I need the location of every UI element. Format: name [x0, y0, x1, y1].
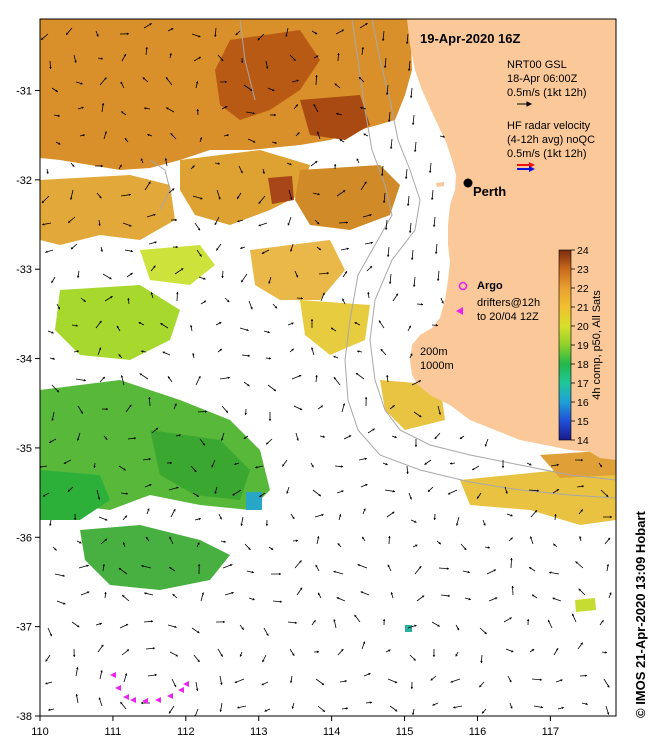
colorbar-tick-label: 21 — [577, 302, 589, 314]
colorbar-tick-label: 17 — [577, 378, 589, 390]
lon-tick-label: 112 — [177, 726, 195, 738]
lat-tick-label: -35 — [16, 443, 32, 455]
radar-legend-line3: 0.5m/s (1kt 12h) — [507, 148, 586, 160]
lat-tick-label: -34 — [16, 354, 32, 366]
lat-tick-label: -32 — [16, 175, 32, 187]
model-legend-line2: 18-Apr 06:00Z — [507, 73, 578, 85]
colorbar-tick-label: 19 — [577, 340, 589, 352]
sst-patch-hot-spot — [268, 176, 294, 204]
drifters-line1: drifters@12h — [477, 297, 540, 309]
sst-patch-teal-spot — [405, 625, 412, 632]
colorbar-tick-label: 20 — [577, 321, 589, 333]
model-legend-line3: 0.5m/s (1kt 12h) — [507, 87, 586, 99]
colorbar-tick-label: 16 — [577, 397, 589, 409]
lon-tick-label: 114 — [323, 726, 341, 738]
colorbar-tick-label: 24 — [577, 245, 589, 257]
lon-tick-label: 113 — [250, 726, 268, 738]
colorbar-tick-label: 23 — [577, 264, 589, 276]
sst-patch-lime-southeast — [575, 598, 596, 612]
radar-legend-line2: (4-12h avg) noQC — [507, 134, 595, 146]
colorbar-gradient — [559, 250, 571, 440]
imos-credit: © IMOS 21-Apr-2020 13:09 Hobart — [633, 511, 648, 718]
drifters-line2: to 20/04 12Z — [477, 311, 539, 323]
map-title: 19-Apr-2020 16Z — [420, 31, 520, 46]
lat-tick-label: -31 — [16, 85, 32, 97]
lat-tick-label: -36 — [16, 532, 32, 544]
lat-tick-label: -38 — [16, 711, 32, 723]
colorbar-tick-label: 22 — [577, 283, 589, 295]
depth-label-200: 200m — [420, 346, 448, 358]
radar-legend-line1: HF radar velocity — [507, 120, 591, 132]
lon-tick-label: 115 — [396, 726, 414, 738]
lat-tick-label: -37 — [16, 622, 32, 634]
lat-tick-label: -33 — [16, 264, 32, 276]
model-legend-line1: NRT00 GSL — [507, 59, 567, 71]
perth-label: Perth — [473, 184, 506, 199]
sst-patch-blue-spot — [246, 492, 262, 510]
argo-label: Argo — [477, 280, 503, 292]
colorbar-label: 4h comp, p50, All Sats — [591, 290, 603, 400]
colorbar-tick-label: 18 — [577, 359, 589, 371]
depth-label-1000: 1000m — [420, 360, 454, 372]
lon-tick-label: 111 — [105, 726, 122, 738]
lon-tick-label: 117 — [542, 726, 560, 738]
lon-tick-label: 110 — [31, 726, 49, 738]
colorbar-tick-label: 15 — [577, 416, 589, 428]
colorbar-tick-label: 14 — [577, 435, 589, 447]
lon-tick-label: 116 — [469, 726, 487, 738]
